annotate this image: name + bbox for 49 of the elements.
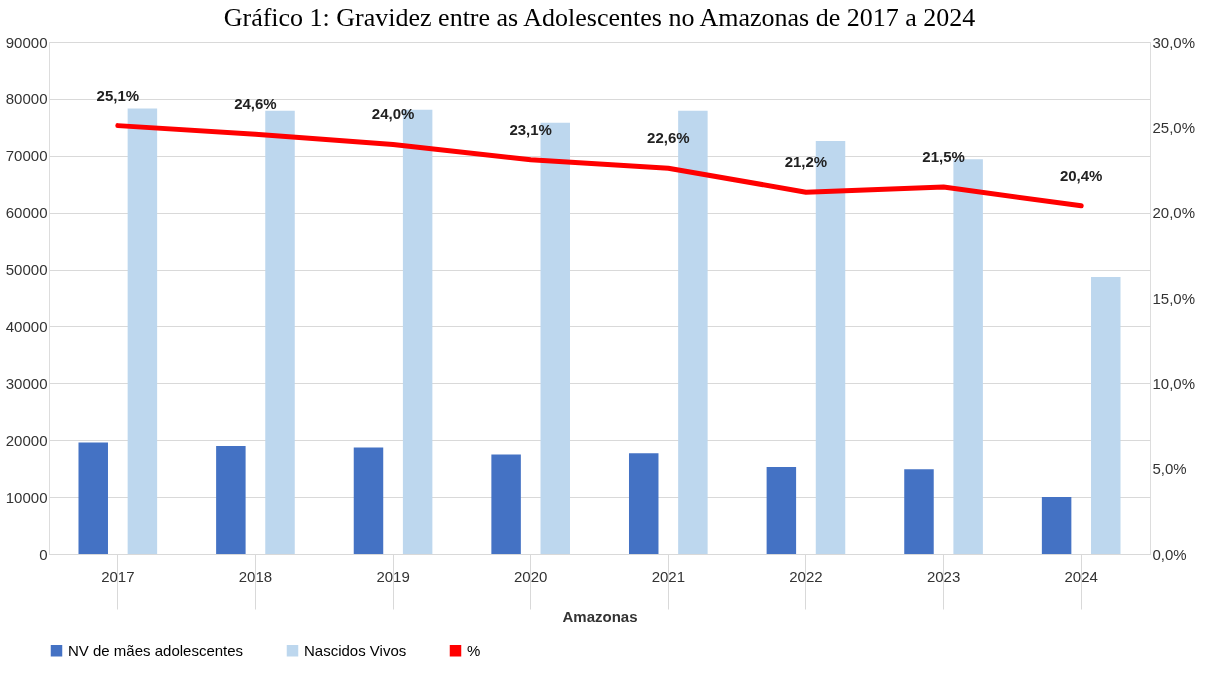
y2-tick-label: 5,0% <box>1152 460 1187 478</box>
y-tick-label: 80000 <box>5 90 48 108</box>
x-tick-label: 2019 <box>376 567 410 585</box>
bar <box>127 108 158 554</box>
x-axis-title: Amazonas <box>562 608 638 625</box>
legend-label: % <box>467 641 481 659</box>
data-label: 22,6% <box>647 129 690 147</box>
legend-label: NV de mães adolescentes <box>68 641 244 659</box>
data-label: 20,4% <box>1059 166 1103 184</box>
y-tick-label: 60000 <box>5 204 48 222</box>
x-tick-label: 2020 <box>514 567 548 585</box>
data-label: 24,0% <box>371 105 415 123</box>
bar <box>491 454 521 554</box>
x-tick-label: 2021 <box>651 567 685 585</box>
y2-tick-label: 25,0% <box>1152 118 1196 136</box>
y2-tick-label: 0,0% <box>1152 545 1187 563</box>
x-tick-label: 2023 <box>926 567 961 585</box>
y2-tick-label: 15,0% <box>1152 289 1196 307</box>
bar <box>628 453 659 554</box>
legend-label: Nascidos Vivos <box>304 641 407 659</box>
bar <box>766 466 797 554</box>
x-tick-label: 2022 <box>789 567 823 585</box>
data-label: 21,5% <box>922 148 965 166</box>
data-label: 24,6% <box>234 95 277 113</box>
y-tick-label: 20000 <box>5 431 48 449</box>
y-tick-label: 90000 <box>5 33 48 51</box>
bar <box>1041 497 1072 554</box>
y-tick-label: 40000 <box>5 317 48 335</box>
y-tick-label: 30000 <box>5 374 48 392</box>
bar <box>216 445 246 554</box>
bar <box>353 447 384 554</box>
data-label: 21,2% <box>784 153 828 171</box>
x-tick-label: 2017 <box>101 567 135 585</box>
data-label: 23,1% <box>509 120 552 138</box>
y-tick-label: 10000 <box>5 488 48 506</box>
y-tick-label: 0 <box>39 545 48 563</box>
x-tick-label: 2024 <box>1064 567 1098 585</box>
y-tick-label: 70000 <box>5 147 48 165</box>
y2-tick-label: 10,0% <box>1152 374 1196 392</box>
y2-tick-label: 30,0% <box>1152 33 1196 51</box>
chart-title: Gráfico 1: Gravidez entre as Adolescentes no Amazonas de 2017 a 2024 <box>223 3 976 32</box>
y2-tick-label: 20,0% <box>1152 204 1196 222</box>
y-tick-label: 50000 <box>5 261 48 279</box>
bar <box>1091 276 1121 554</box>
bar <box>904 469 934 554</box>
bar <box>78 442 108 554</box>
bar <box>265 110 295 554</box>
x-tick-label: 2018 <box>238 567 273 585</box>
data-label: 25,1% <box>96 86 140 104</box>
